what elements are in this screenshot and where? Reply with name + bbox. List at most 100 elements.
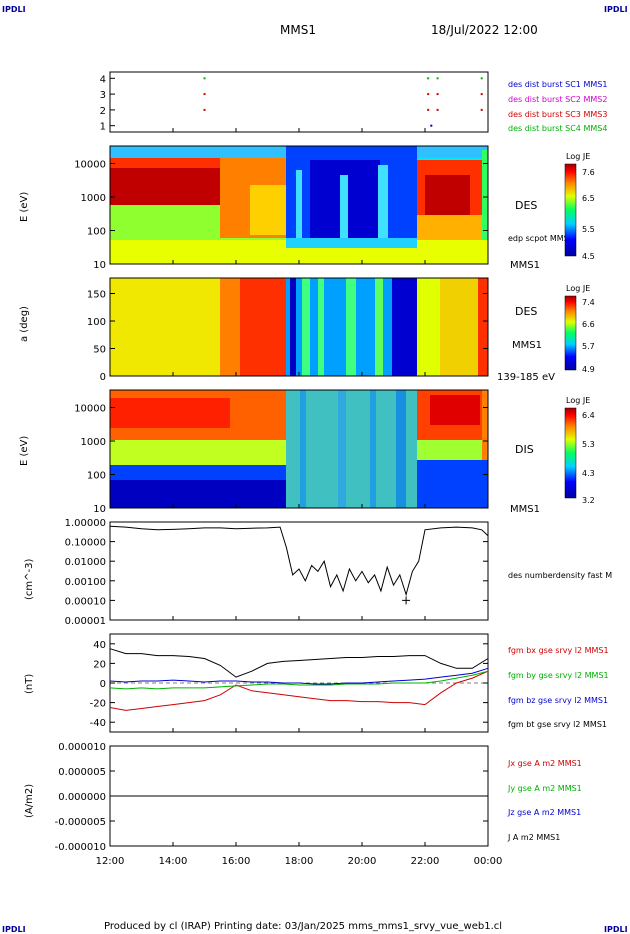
ytick-label: 50 xyxy=(93,345,106,356)
series-density xyxy=(109,525,489,597)
ytick-label: 0.00001 xyxy=(65,616,106,627)
xtick-label: 16:00 xyxy=(222,856,251,867)
panel-current-ylabel: (A/m2) xyxy=(24,784,35,818)
xtick-label: 18:00 xyxy=(285,856,314,867)
panel-density: 1.00000 0.10000 0.01000 0.00100 0.00010 0.000… xyxy=(24,518,612,627)
ytick-label: 100 xyxy=(87,227,106,238)
ytick-label: 100 xyxy=(87,317,106,328)
ytick-label: -40 xyxy=(90,718,106,729)
ytick-label: 0.10000 xyxy=(65,538,106,549)
footer-text: Produced by cl (IRAP) Printing date: 03/… xyxy=(104,921,502,932)
legend-burst-sc2: des dist burst SC2 MMS2 xyxy=(508,95,607,104)
burst-flag-point xyxy=(480,108,483,111)
burst-flag-point xyxy=(436,108,439,111)
panel-density-yticks: 1.00000 0.10000 0.01000 0.00100 0.00010 0.000… xyxy=(65,518,488,627)
panel-des-energy: 10 100 1000 10000 E (eV) DES edp scpot MMS1… xyxy=(19,145,595,271)
colorbar-des-energy: Log JE 7.6 6.5 5.5 4.5 xyxy=(564,152,595,261)
colorbar-des-energy-title: Log JE xyxy=(566,152,590,161)
ytick-label: 1.00000 xyxy=(65,518,106,529)
series-bx xyxy=(109,670,489,711)
panel-dis-energy-sc: MMS1 xyxy=(510,504,540,515)
corner-label-br: IPDLI xyxy=(604,925,628,934)
corner-label-bl: IPDLI xyxy=(2,925,26,934)
legend-burst-sc4: des dist burst SC4 MMS4 xyxy=(508,124,607,133)
colorbar-des-pitch-tick-1: 6.6 xyxy=(582,320,595,329)
colorbar-dis-energy-tick-2: 4.3 xyxy=(582,469,595,478)
ytick-label: 1000 xyxy=(81,193,106,204)
legend-bt: fgm bt gse srvy l2 MMS1 xyxy=(508,720,607,729)
xtick-label: 00:00 xyxy=(474,856,503,867)
panel-des-energy-label: DES xyxy=(515,199,537,212)
panel-dis-energy-ylabel: E (eV) xyxy=(19,436,30,466)
ytick-label: -0.000010 xyxy=(55,842,106,853)
colorbar-des-energy-tick-1: 6.5 xyxy=(582,194,595,203)
burst-flag-point xyxy=(427,93,430,96)
colorbar-des-pitch: Log JE 7.4 6.6 5.7 4.9 xyxy=(564,284,595,374)
ytick-label: 100 xyxy=(87,471,106,482)
legend-jz: Jz gse A m2 MMS1 xyxy=(507,808,581,817)
corner-label-tr: IPDLI xyxy=(604,5,628,14)
panel-burst-legend: des dist burst SC1 MMS1 des dist burst S… xyxy=(508,80,607,133)
colorbar-dis-energy-title: Log JE xyxy=(566,396,590,405)
panel-des-pitch: 0 50 100 150 a (deg) DES MMS1 139-185 eV Lo… xyxy=(19,277,595,383)
colorbar-des-energy-tick-0: 7.6 xyxy=(582,168,595,177)
burst-flag-point xyxy=(427,77,430,80)
panel-burst-yticks: 1 2 3 4 xyxy=(100,74,115,133)
ytick-label: 3 xyxy=(100,90,106,101)
colorbar-des-pitch-tick-2: 5.7 xyxy=(582,342,595,351)
ytick-label: 0.00100 xyxy=(65,577,106,588)
ytick-label: 10 xyxy=(93,504,106,515)
panel-des-energy-sc: MMS1 xyxy=(510,260,540,271)
header-spacecraft: MMS1 xyxy=(280,23,316,37)
burst-flag-point xyxy=(203,93,206,96)
ytick-label: 10000 xyxy=(74,160,106,171)
burst-flag-point xyxy=(427,108,430,111)
panel-density-ylabel: (cm^-3) xyxy=(24,559,35,600)
legend-burst-sc1: des dist burst SC1 MMS1 xyxy=(508,80,607,89)
panel-des-pitch-label: DES xyxy=(515,305,537,318)
legend-bx: fgm bx gse srvy l2 MMS1 xyxy=(508,646,609,655)
ytick-label: 150 xyxy=(87,290,106,301)
panel-des-pitch-yticks: 0 50 100 150 xyxy=(87,290,488,383)
colorbar-dis-energy-tick-1: 5.3 xyxy=(582,440,595,449)
xtick-label: 12:00 xyxy=(96,856,125,867)
colorbar-dis-energy-tick-3: 3.2 xyxy=(582,496,595,505)
ytick-label: 0.00010 xyxy=(65,596,106,607)
panel-des-energy-yticks: 10 100 1000 10000 xyxy=(74,160,488,271)
colorbar-dis-energy: Log JE 6.4 5.3 4.3 3.2 xyxy=(564,396,595,505)
panel-dis-energy-label: DIS xyxy=(515,443,534,456)
ytick-label: 0 xyxy=(100,679,106,690)
burst-flag-point xyxy=(430,124,433,127)
header-datetime: 18/Jul/2022 12:00 xyxy=(431,23,538,37)
xtick-label: 14:00 xyxy=(159,856,188,867)
ytick-label: 0.000005 xyxy=(58,767,106,778)
panel-burst-points xyxy=(203,77,483,127)
panel-current-yticks: 0.000010 0.000005 0.000000 -0.000005 -0.0000… xyxy=(55,742,488,853)
series-bt xyxy=(109,648,489,678)
panel-density-frame xyxy=(109,521,489,621)
ytick-label: 20 xyxy=(93,659,106,670)
ytick-label: 0.000000 xyxy=(58,792,106,803)
panel-bfield-series xyxy=(109,648,489,711)
ytick-label: 10 xyxy=(93,260,106,271)
panel-burst-frame xyxy=(109,71,489,133)
dis-energy-spectrogram xyxy=(110,390,488,508)
ytick-label: 0.01000 xyxy=(65,557,106,568)
xtick-label: 20:00 xyxy=(348,856,377,867)
density-marker xyxy=(402,596,411,605)
des-pitch-spectrogram xyxy=(110,278,488,376)
burst-flag-point xyxy=(436,77,439,80)
burst-flag-point xyxy=(480,93,483,96)
corner-label-tl: IPDLI xyxy=(2,5,26,14)
ytick-label: 2 xyxy=(100,106,106,117)
colorbar-des-energy-tick-3: 4.5 xyxy=(582,252,595,261)
panel-des-energy-scpot: edp scpot MMS1 xyxy=(508,234,574,243)
burst-flag-point xyxy=(480,77,483,80)
colorbar-des-energy-tick-2: 5.5 xyxy=(582,225,595,234)
panel-des-pitch-energy-range: 139-185 eV xyxy=(497,372,555,383)
legend-by: fgm by gse srvy l2 MMS1 xyxy=(508,671,609,680)
colorbar-des-pitch-title: Log JE xyxy=(566,284,590,293)
panel-bfield-ylabel: (nT) xyxy=(24,674,35,694)
legend-burst-sc3: des dist burst SC3 MMS3 xyxy=(508,110,607,119)
